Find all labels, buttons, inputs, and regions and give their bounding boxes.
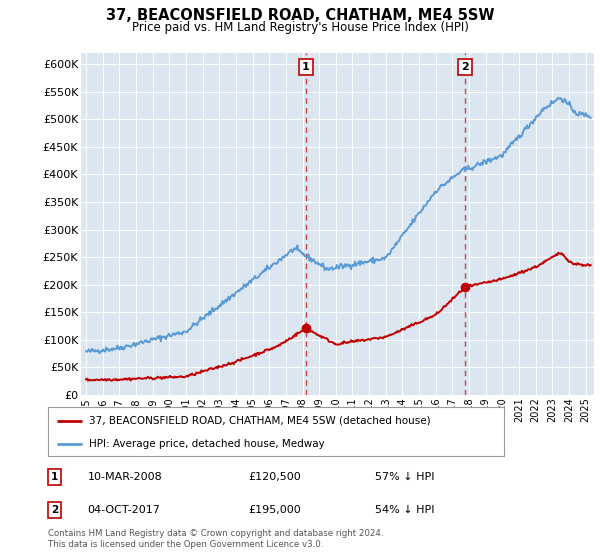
- Text: 2: 2: [51, 505, 58, 515]
- Text: Price paid vs. HM Land Registry's House Price Index (HPI): Price paid vs. HM Land Registry's House …: [131, 21, 469, 34]
- Text: 04-OCT-2017: 04-OCT-2017: [88, 505, 160, 515]
- Text: Contains HM Land Registry data © Crown copyright and database right 2024.
This d: Contains HM Land Registry data © Crown c…: [48, 529, 383, 549]
- Text: £195,000: £195,000: [248, 505, 301, 515]
- Text: 2: 2: [461, 62, 469, 72]
- Text: HPI: Average price, detached house, Medway: HPI: Average price, detached house, Medw…: [89, 439, 325, 449]
- Text: 1: 1: [51, 472, 58, 482]
- Text: 54% ↓ HPI: 54% ↓ HPI: [376, 505, 435, 515]
- Text: 37, BEACONSFIELD ROAD, CHATHAM, ME4 5SW (detached house): 37, BEACONSFIELD ROAD, CHATHAM, ME4 5SW …: [89, 416, 431, 426]
- Text: 57% ↓ HPI: 57% ↓ HPI: [376, 472, 435, 482]
- Text: 37, BEACONSFIELD ROAD, CHATHAM, ME4 5SW: 37, BEACONSFIELD ROAD, CHATHAM, ME4 5SW: [106, 8, 494, 24]
- Text: 10-MAR-2008: 10-MAR-2008: [88, 472, 163, 482]
- Text: 1: 1: [302, 62, 310, 72]
- Text: £120,500: £120,500: [248, 472, 301, 482]
